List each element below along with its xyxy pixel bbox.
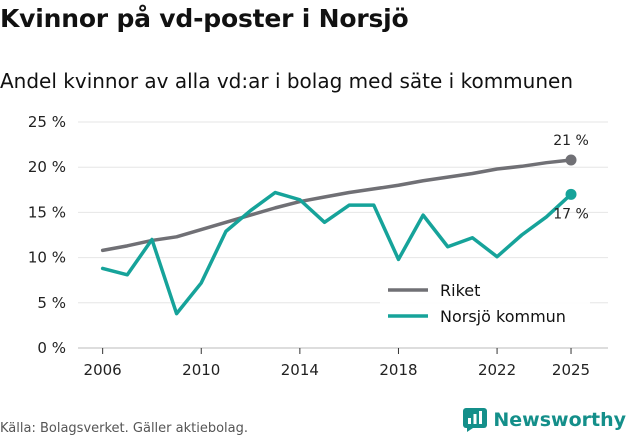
- end-point-riket: [565, 154, 577, 166]
- legend: Riket Norsjö kommun: [380, 274, 590, 334]
- end-point-norsjo: [565, 188, 577, 200]
- newsworthy-logo-icon: [463, 408, 488, 432]
- end-label-norsjo: 17 %: [553, 206, 589, 222]
- x-tick-label: 2025: [552, 361, 590, 379]
- x-tick-label: 2022: [478, 361, 516, 379]
- x-tick-label: 2006: [84, 361, 122, 379]
- line-chart: 0 %5 %10 %15 %20 %25 % 2006 2010 2014 2018 2…: [28, 113, 608, 379]
- legend-background: [380, 274, 590, 334]
- y-axis-ticks: 0 % 5 % 10 % 15 % 20 % 25 %: [28, 113, 66, 357]
- y-tick-label: 5 %: [37, 294, 66, 312]
- legend-label-riket: Riket: [440, 281, 480, 300]
- legend-label-norsjo: Norsjö kommun: [440, 307, 566, 326]
- y-tick-label: 20 %: [28, 158, 66, 176]
- chart-title: Kvinnor på vd-poster i Norsjö: [0, 4, 409, 33]
- series-lines: 21 % 17 %: [100, 133, 589, 316]
- y-tick-label: 25 %: [28, 113, 66, 131]
- x-axis-ticks: 2006 2010 2014 2018 2022 2025: [84, 348, 590, 379]
- x-tick-label: 2010: [182, 361, 220, 379]
- grid-lines: [78, 121, 608, 349]
- source-note: Källa: Bolagsverket. Gäller aktiebolag.: [0, 421, 249, 436]
- end-label-riket: 21 %: [553, 133, 589, 149]
- x-tick-label: 2014: [281, 361, 319, 379]
- series-line-riket: [100, 158, 573, 253]
- y-tick-label: 10 %: [28, 249, 66, 267]
- series-line-norsjo: [100, 190, 573, 316]
- y-tick-label: 15 %: [28, 203, 66, 221]
- y-tick-label: 0 %: [37, 339, 66, 357]
- chart-subtitle: Andel kvinnor av alla vd:ar i bolag med …: [0, 69, 573, 93]
- newsworthy-logo[interactable]: Newsworthy: [463, 408, 626, 432]
- newsworthy-logo-text: Newsworthy: [493, 409, 626, 431]
- x-tick-label: 2018: [379, 361, 417, 379]
